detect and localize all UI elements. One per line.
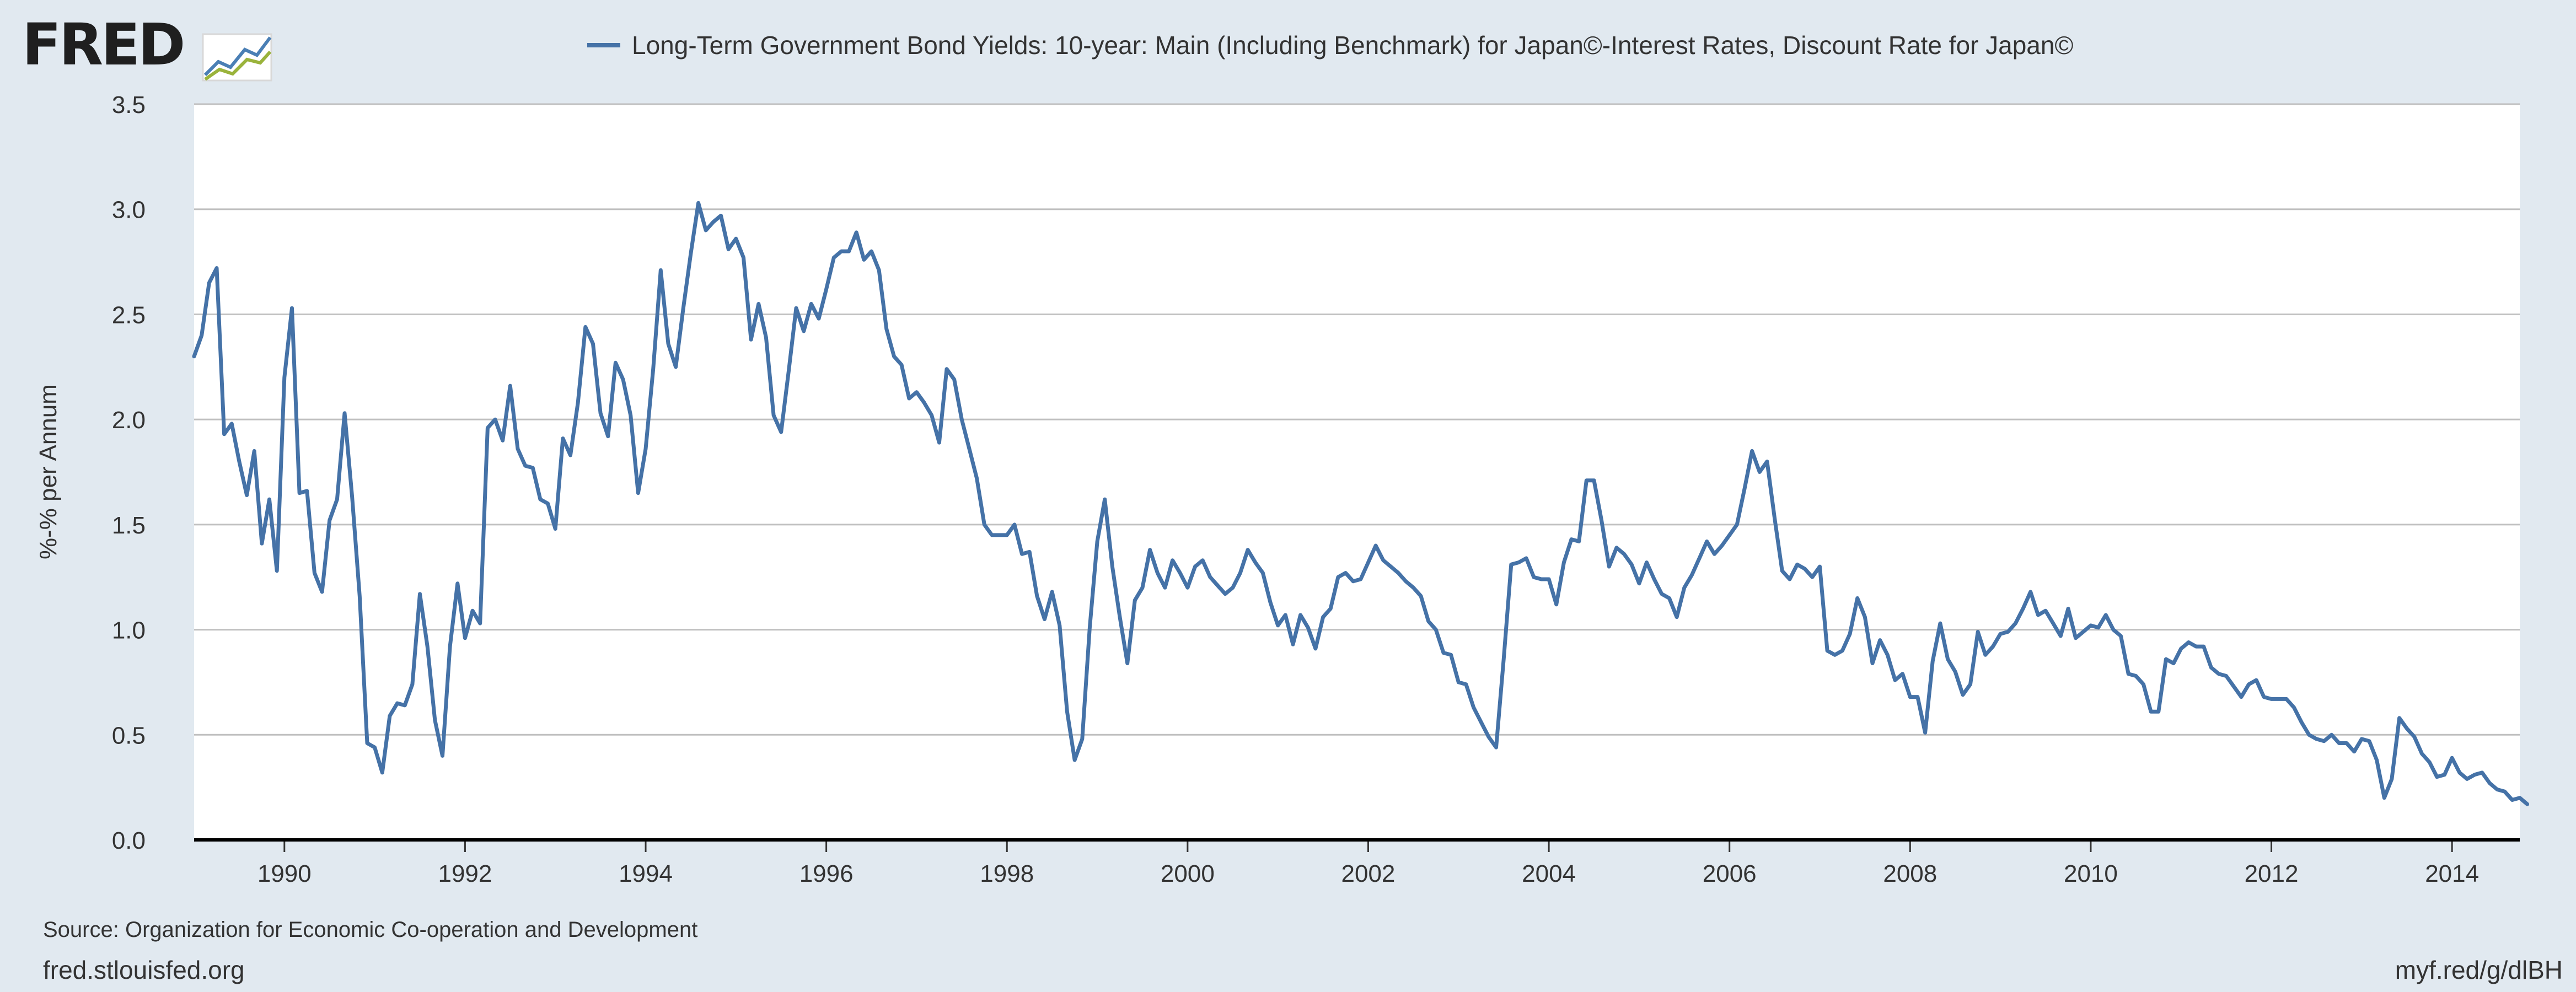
y-axis-label: %-% per Annum bbox=[35, 384, 62, 559]
x-tick-label: 1990 bbox=[257, 860, 312, 887]
x-tick-label: 2002 bbox=[1341, 860, 1396, 887]
x-tick-label: 2014 bbox=[2425, 860, 2479, 887]
x-tick-label: 2006 bbox=[1703, 860, 1757, 887]
y-tick-label: 3.5 bbox=[112, 91, 146, 118]
graph-trend-icon bbox=[202, 33, 272, 82]
y-tick-label: 1.0 bbox=[112, 617, 146, 644]
x-tick-label: 2010 bbox=[2064, 860, 2118, 887]
x-tick-label: 2008 bbox=[1883, 860, 1937, 887]
site-link[interactable]: fred.stlouisfed.org bbox=[43, 956, 245, 984]
x-tick-label: 1992 bbox=[438, 860, 492, 887]
y-tick-label: 3.0 bbox=[112, 197, 146, 224]
legend-label: Long-Term Government Bond Yields: 10-yea… bbox=[632, 31, 2073, 60]
series-line[interactable] bbox=[192, 201, 2530, 806]
fred-logo[interactable]: FRED bbox=[22, 11, 272, 82]
fred-logo-text: FRED bbox=[22, 11, 185, 78]
legend[interactable]: Long-Term Government Bond Yields: 10-yea… bbox=[587, 31, 2073, 60]
x-tick-label: 1994 bbox=[619, 860, 673, 887]
x-axis: 1990 1992 1994 1996 1998 2000 2002 2004 2006 2008… bbox=[257, 840, 2479, 887]
gridlines bbox=[194, 103, 2520, 736]
x-tick-label: 1996 bbox=[799, 860, 854, 887]
y-tick-label: 1.5 bbox=[112, 512, 146, 539]
x-tick-label: 2004 bbox=[1522, 860, 1576, 887]
x-tick-label: 2012 bbox=[2245, 860, 2299, 887]
plot-area bbox=[194, 104, 2520, 840]
y-tick-label: 0.0 bbox=[112, 827, 146, 854]
y-tick-label: 2.5 bbox=[112, 301, 146, 328]
source-note: Source: Organization for Economic Co-ope… bbox=[43, 918, 698, 942]
short-link[interactable]: myf.red/g/dlBH bbox=[2395, 956, 2563, 984]
x-tick-label: 2000 bbox=[1161, 860, 1215, 887]
y-tick-label: 0.5 bbox=[112, 722, 146, 749]
x-tick-label: 1998 bbox=[980, 860, 1034, 887]
y-tick-label: 2.0 bbox=[112, 407, 146, 434]
y-axis: 0.0 0.5 1.0 1.5 2.0 2.5 3.0 3.5 bbox=[112, 91, 146, 854]
